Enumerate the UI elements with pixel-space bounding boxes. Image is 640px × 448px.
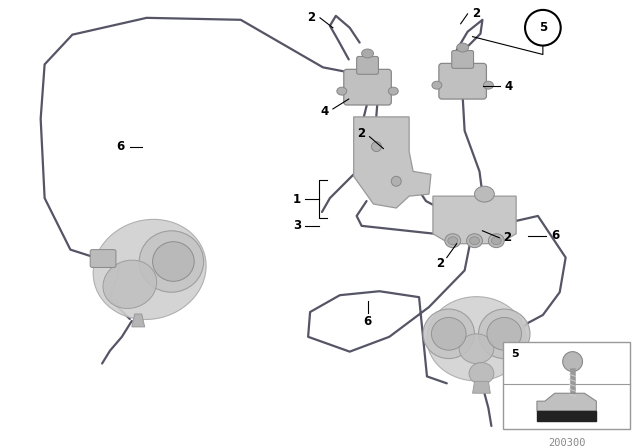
Circle shape: [525, 10, 561, 46]
Ellipse shape: [488, 234, 504, 248]
Bar: [503, 342, 630, 429]
Text: 6: 6: [116, 140, 124, 153]
Text: 200300: 200300: [548, 438, 586, 448]
Text: 3: 3: [293, 220, 301, 233]
Ellipse shape: [93, 220, 206, 319]
FancyBboxPatch shape: [344, 69, 391, 105]
Ellipse shape: [467, 234, 483, 248]
Ellipse shape: [469, 362, 494, 384]
Ellipse shape: [457, 43, 468, 52]
Ellipse shape: [362, 49, 374, 58]
Polygon shape: [132, 314, 145, 327]
Circle shape: [391, 177, 401, 186]
FancyBboxPatch shape: [452, 51, 474, 69]
Text: 5: 5: [539, 21, 547, 34]
Polygon shape: [537, 393, 596, 411]
Text: 4: 4: [504, 80, 513, 93]
Ellipse shape: [423, 309, 474, 358]
Text: 2: 2: [358, 127, 365, 140]
Ellipse shape: [470, 237, 479, 245]
Text: 6: 6: [552, 229, 560, 242]
Ellipse shape: [448, 237, 458, 245]
Ellipse shape: [103, 260, 157, 309]
Polygon shape: [537, 411, 596, 421]
Text: 5: 5: [511, 349, 519, 359]
Ellipse shape: [487, 318, 522, 350]
Circle shape: [371, 142, 381, 151]
Ellipse shape: [337, 87, 347, 95]
Polygon shape: [354, 117, 431, 208]
Circle shape: [563, 352, 582, 371]
Ellipse shape: [483, 81, 493, 89]
Ellipse shape: [152, 242, 194, 281]
Polygon shape: [472, 381, 490, 393]
FancyBboxPatch shape: [90, 250, 116, 267]
Polygon shape: [433, 196, 516, 244]
Text: 6: 6: [364, 315, 372, 328]
Text: 4: 4: [321, 105, 329, 118]
Ellipse shape: [459, 334, 494, 363]
FancyBboxPatch shape: [439, 64, 486, 99]
Ellipse shape: [388, 87, 398, 95]
Text: 2: 2: [436, 257, 444, 270]
FancyBboxPatch shape: [356, 56, 378, 74]
Ellipse shape: [445, 234, 461, 248]
Ellipse shape: [492, 237, 501, 245]
Ellipse shape: [140, 231, 204, 292]
Ellipse shape: [431, 318, 466, 350]
Ellipse shape: [479, 309, 530, 358]
Text: 2: 2: [307, 11, 315, 24]
Text: 2: 2: [503, 231, 511, 244]
Ellipse shape: [474, 186, 494, 202]
Text: 1: 1: [293, 193, 301, 206]
Ellipse shape: [432, 81, 442, 89]
Text: 2: 2: [472, 7, 481, 20]
Ellipse shape: [427, 297, 526, 381]
